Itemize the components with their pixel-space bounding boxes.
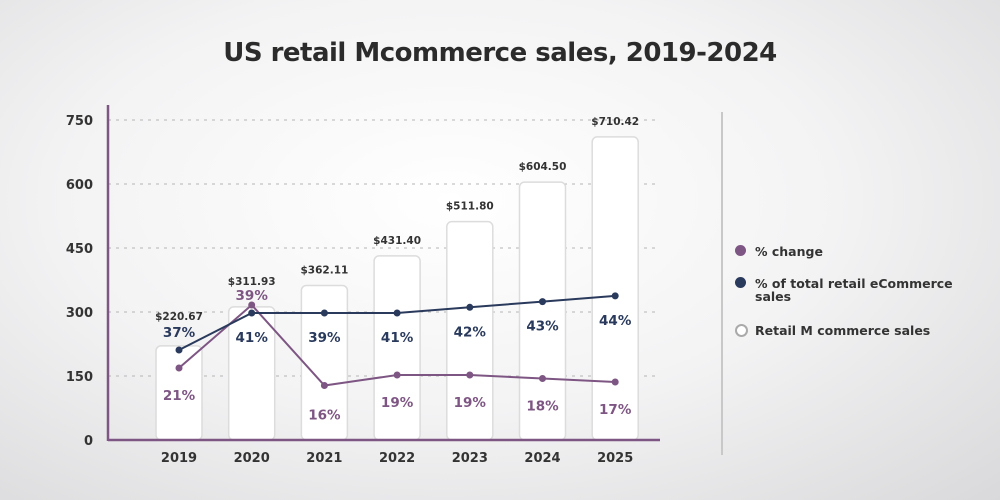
data-point (175, 364, 183, 372)
line-value-label: 42% (454, 324, 487, 340)
bar-value-label: $431.40 (373, 235, 421, 247)
bar-value-label: $362.11 (300, 264, 348, 276)
data-point (611, 292, 619, 300)
line-value-label: 21% (163, 388, 196, 404)
x-tick-label: 2024 (524, 451, 560, 466)
bar (373, 255, 421, 441)
x-tick-label: 2020 (234, 451, 270, 466)
bar (591, 136, 639, 441)
data-point (539, 375, 546, 382)
data-point (175, 346, 183, 354)
data-point (539, 298, 546, 306)
data-point (248, 301, 256, 309)
legend-item-share: % of total retail eCommerce sales (735, 276, 970, 304)
bar-value-label: $511.80 (446, 201, 494, 213)
legend-label: Retail M commerce sales (755, 323, 931, 338)
legend-item-change: % change (735, 244, 823, 259)
legend-dot-icon (735, 277, 746, 288)
data-point (393, 309, 401, 317)
line-value-label: 39% (236, 288, 269, 304)
line-value-label: 44% (599, 313, 632, 329)
bar-value-label: $220.67 (155, 311, 203, 323)
x-tick-label: 2022 (379, 451, 415, 466)
legend-label: % change (755, 244, 823, 259)
line-value-label: 16% (308, 408, 341, 424)
line-value-label: 41% (236, 330, 269, 346)
legend-dot-icon (735, 324, 748, 337)
y-tick-label: 750 (66, 114, 93, 129)
data-point (393, 371, 401, 379)
data-point (611, 378, 619, 386)
y-tick-label: 450 (66, 242, 93, 257)
bar-value-label: $604.50 (519, 161, 567, 173)
y-tick-label: 600 (66, 178, 93, 193)
x-tick-label: 2021 (306, 451, 342, 466)
line-value-label: 39% (308, 330, 341, 346)
data-point (320, 382, 328, 389)
line-value-label: 41% (381, 330, 414, 346)
line-value-label: 18% (526, 399, 559, 415)
line-value-label: 43% (526, 319, 559, 335)
line-value-label: 17% (599, 402, 632, 418)
bar-value-label: $710.42 (591, 116, 639, 128)
data-point (466, 303, 474, 311)
data-point (466, 371, 474, 379)
line-value-label: 37% (163, 325, 196, 341)
legend-item-sales: Retail M commerce sales (735, 323, 931, 338)
bar (227, 306, 276, 441)
y-tick-label: 150 (66, 370, 93, 385)
legend-dot-icon (735, 245, 746, 256)
data-point (248, 309, 256, 317)
chart-title: US retail Mcommerce sales, 2019-2024 (223, 38, 777, 68)
x-tick-label: 2025 (597, 451, 633, 466)
y-tick-label: 300 (66, 306, 93, 321)
y-tick-label: 0 (84, 434, 93, 449)
x-tick-label: 2019 (161, 451, 197, 466)
x-tick-label: 2023 (452, 451, 488, 466)
legend-label: % of total retail eCommerce sales (755, 276, 953, 304)
data-point (320, 309, 328, 317)
line-value-label: 19% (381, 395, 414, 411)
bar-value-label: $311.93 (228, 276, 276, 288)
line-value-label: 19% (454, 395, 487, 411)
